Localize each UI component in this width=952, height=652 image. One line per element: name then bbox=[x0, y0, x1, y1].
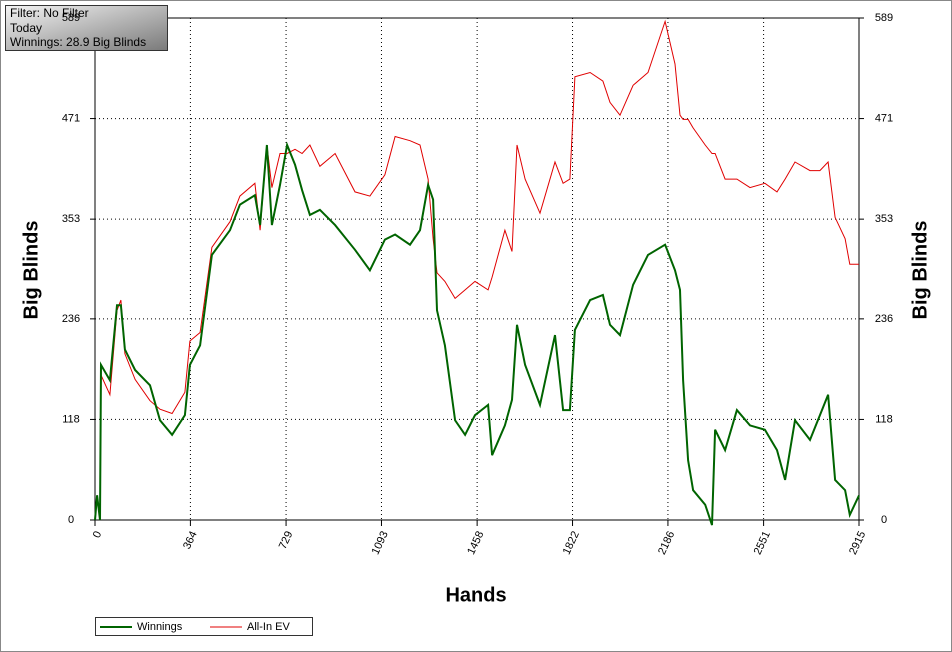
y2-tick-label: 236 bbox=[875, 313, 893, 325]
y-tick-label: 236 bbox=[62, 313, 80, 325]
info-text: Today bbox=[10, 21, 42, 35]
info-box bbox=[5, 5, 168, 51]
series-line bbox=[94, 141, 860, 526]
y2-tick-label: 589 bbox=[875, 12, 893, 24]
y2-tick-label: 118 bbox=[875, 413, 893, 425]
y-tick-label: 353 bbox=[62, 213, 80, 225]
y2-axis-title: Big Blinds bbox=[909, 221, 931, 320]
series-line bbox=[94, 19, 859, 521]
y-tick-label: 589 bbox=[62, 12, 80, 24]
info-text: Winnings: 28.9 Big Blinds bbox=[10, 35, 146, 49]
x-tick-label: 0 bbox=[91, 529, 104, 540]
info-text: Filter: No Filter bbox=[10, 6, 89, 20]
x-axis-title: Hands bbox=[445, 584, 506, 606]
plot-area bbox=[90, 17, 864, 526]
legend-label: Winnings bbox=[137, 621, 183, 633]
legend bbox=[95, 617, 313, 636]
y-tick-label: 118 bbox=[62, 413, 80, 425]
y2-tick-label: 0 bbox=[881, 514, 887, 526]
y-tick-label: 471 bbox=[62, 112, 80, 124]
y-axis-title: Big Blinds bbox=[20, 221, 42, 320]
y2-tick-label: 471 bbox=[875, 112, 893, 124]
legend-label: All-In EV bbox=[247, 621, 290, 633]
y-tick-label: 0 bbox=[68, 514, 74, 526]
y2-tick-label: 353 bbox=[875, 213, 893, 225]
